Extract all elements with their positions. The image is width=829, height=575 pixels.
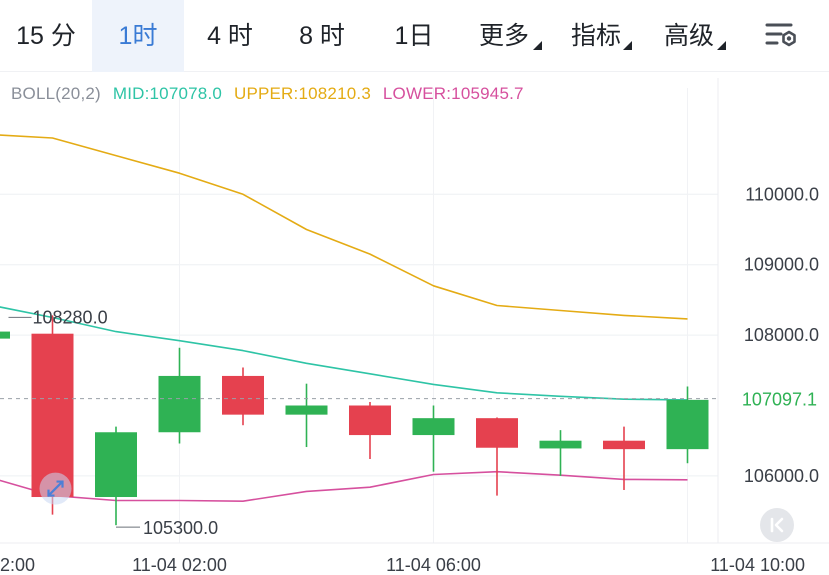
candle-body bbox=[539, 440, 582, 449]
y-axis-tick-label: 110000.0 bbox=[745, 184, 819, 204]
plot-area bbox=[0, 134, 709, 526]
tab-1d[interactable]: 1日 bbox=[368, 0, 460, 72]
tab-more[interactable]: 更多 bbox=[466, 0, 542, 72]
tab-label: 1日 bbox=[394, 22, 434, 50]
candle-body bbox=[31, 333, 74, 498]
candle-body bbox=[603, 440, 645, 450]
candle bbox=[539, 430, 582, 476]
boll-legend: BOLL(20,2) MID:107078.0 UPPER:108210.3 L… bbox=[11, 84, 531, 104]
candle bbox=[412, 405, 455, 472]
dropdown-caret-icon bbox=[623, 41, 632, 50]
candle-body bbox=[222, 375, 264, 415]
tab-label: 指标 bbox=[570, 22, 621, 50]
current-price-tag-bg bbox=[720, 385, 826, 412]
crosshair-line bbox=[47, 480, 64, 497]
tab-label: 高级 bbox=[663, 22, 714, 50]
y-axis-tick-label: 109000.0 bbox=[744, 255, 819, 275]
candle bbox=[222, 367, 264, 426]
candle-body bbox=[349, 405, 391, 436]
candle-body bbox=[285, 405, 328, 415]
max-price-label: 108280.0 bbox=[33, 307, 108, 327]
crosshair-arrow bbox=[56, 480, 64, 488]
candle bbox=[95, 426, 137, 526]
tab-15m[interactable]: 15 分 bbox=[0, 0, 92, 72]
current-price-label: 107097.1 bbox=[742, 390, 817, 410]
x-axis-tick-label: 11-04 06:00 bbox=[386, 555, 481, 575]
candle-body bbox=[95, 432, 137, 498]
candle bbox=[603, 426, 645, 490]
candle-body bbox=[666, 399, 709, 450]
tab-indicators[interactable]: 指标 bbox=[560, 0, 632, 72]
dropdown-caret-icon bbox=[717, 41, 726, 50]
boll-lower-value: LOWER:105945.7 bbox=[382, 84, 524, 103]
tab-label: 8 时 bbox=[299, 22, 345, 50]
candle-body bbox=[158, 375, 201, 433]
min-price-label: 105300.0 bbox=[143, 518, 218, 538]
x-axis-tick-label: 11-04 02:00 bbox=[132, 555, 227, 575]
crosshair-marker bbox=[39, 472, 72, 505]
candle bbox=[158, 347, 201, 444]
tab-label: 15 分 bbox=[16, 22, 76, 50]
current-price-tag: 107097.1 bbox=[720, 385, 826, 412]
tab-4h[interactable]: 4 时 bbox=[184, 0, 276, 72]
indicator-name: BOLL(20,2) bbox=[11, 84, 101, 103]
x-axis-tick-label: 2:00 bbox=[0, 555, 35, 575]
boll-mid-value: MID:107078.0 bbox=[112, 84, 223, 103]
candle bbox=[476, 417, 518, 496]
candle-body bbox=[0, 331, 10, 339]
candle bbox=[349, 401, 391, 460]
tab-1h[interactable]: 1时 bbox=[92, 0, 184, 72]
boll-line-mid bbox=[0, 306, 688, 401]
y-axis-tick-label: 106000.0 bbox=[744, 466, 819, 486]
candle bbox=[0, 331, 10, 339]
timeframe-toolbar: 15 分 1时 4 时 8 时 1日 更多 指标 高级 bbox=[0, 0, 829, 72]
candle bbox=[31, 315, 74, 515]
x-axis-tick-label: 11-04 10:00 bbox=[710, 555, 805, 575]
candles bbox=[0, 315, 709, 526]
boll-line-lower bbox=[0, 470, 688, 503]
candle bbox=[666, 386, 709, 464]
collapse-left-icon bbox=[770, 517, 784, 533]
tab-8h[interactable]: 8 时 bbox=[276, 0, 368, 72]
dropdown-caret-icon bbox=[533, 41, 542, 50]
y-axis-labels: 110000.0 109000.0 108000.0 106000.0 bbox=[744, 184, 819, 486]
chart-settings-button[interactable] bbox=[760, 18, 800, 54]
y-axis-tick-label: 108000.0 bbox=[744, 325, 819, 345]
candle-body bbox=[476, 418, 518, 448]
collapse-button[interactable] bbox=[760, 508, 794, 542]
chart-settings-icon bbox=[765, 23, 796, 47]
tab-advanced[interactable]: 高级 bbox=[652, 0, 726, 72]
candle bbox=[285, 383, 328, 448]
boll-upper-value: UPPER:108210.3 bbox=[233, 84, 371, 103]
candle-body bbox=[412, 418, 455, 436]
boll-line-upper bbox=[0, 134, 688, 320]
tab-label: 更多 bbox=[478, 22, 529, 50]
x-axis-labels: 2:00 11-04 02:00 11-04 06:00 11-04 10:00 bbox=[0, 555, 805, 575]
tab-label: 4 时 bbox=[207, 22, 253, 50]
tab-label: 1时 bbox=[118, 22, 158, 50]
crosshair-arrow bbox=[47, 489, 55, 497]
